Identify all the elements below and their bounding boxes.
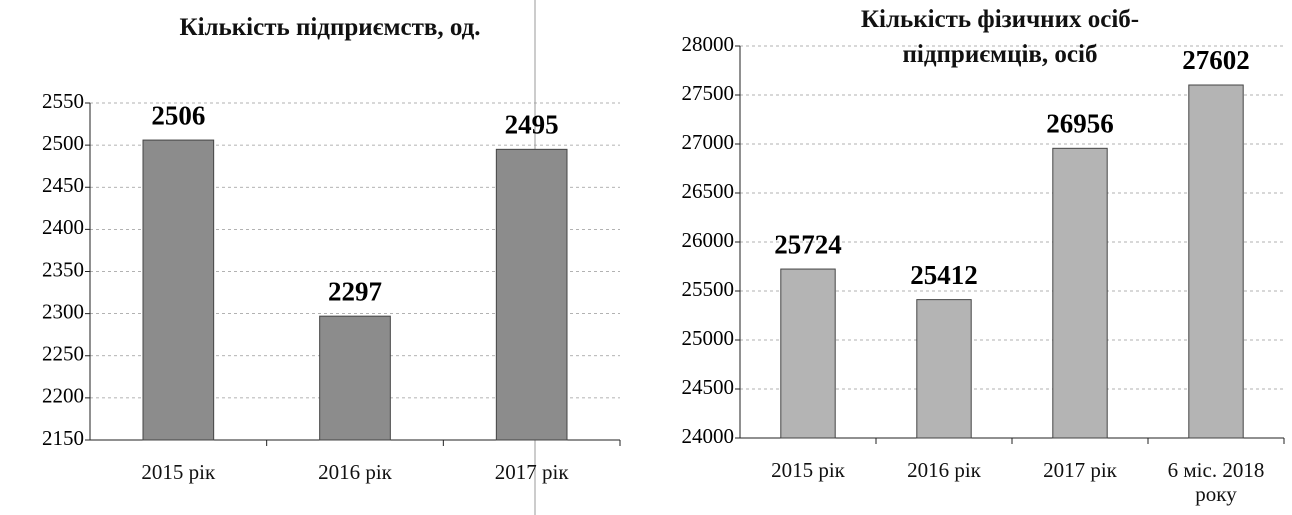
y-tick-label: 27500	[682, 81, 735, 105]
data-label: 26956	[1046, 109, 1114, 139]
y-tick-label: 27000	[682, 130, 735, 154]
bar	[142, 139, 215, 441]
y-tick-label: 2250	[42, 342, 84, 366]
bar	[1052, 147, 1108, 439]
bar	[1188, 84, 1244, 439]
y-tick-label: 28000	[682, 32, 735, 56]
y-tick-label: 2550	[42, 89, 84, 113]
y-tick-label: 2350	[42, 257, 84, 281]
y-tick-label: 2200	[42, 384, 84, 408]
bar	[495, 148, 568, 441]
y-tick-label: 25500	[682, 277, 735, 301]
data-label: 25724	[774, 229, 842, 259]
x-tick-label: 2017 рік	[494, 460, 569, 484]
x-tick-label: 2017 рік	[1043, 458, 1117, 482]
x-tick-label: 2015 рік	[771, 458, 845, 482]
bar	[319, 315, 391, 441]
bar	[916, 299, 972, 439]
y-tick-label: 2300	[42, 299, 84, 323]
y-tick-label: 24500	[682, 375, 735, 399]
y-tick-label: 25000	[682, 326, 735, 350]
x-tick-label: 2016 рік	[318, 460, 392, 484]
y-tick-label: 24000	[682, 424, 735, 448]
y-tick-label: 26500	[682, 179, 735, 203]
data-label: 2297	[328, 276, 382, 306]
data-label: 2506	[151, 100, 205, 130]
x-tick-label: 6 міс. 2018 року	[1167, 458, 1265, 507]
y-tick-label: 2500	[42, 131, 84, 155]
chart-title: Кількість підприємств, од.	[179, 14, 481, 41]
x-tick-label: 2015 рік	[141, 460, 216, 484]
data-label: 25412	[910, 260, 978, 290]
chart-title: Кількість фізичних осіб-підприємців, осі…	[860, 6, 1140, 68]
data-label: 2495	[505, 110, 559, 140]
x-tick-label: 2016 рік	[907, 458, 981, 482]
bar	[780, 268, 836, 439]
data-label: 27602	[1182, 45, 1250, 75]
y-tick-label: 2450	[42, 173, 84, 197]
y-tick-label: 2150	[42, 426, 84, 450]
y-tick-label: 26000	[682, 228, 735, 252]
y-tick-label: 2400	[42, 215, 84, 239]
